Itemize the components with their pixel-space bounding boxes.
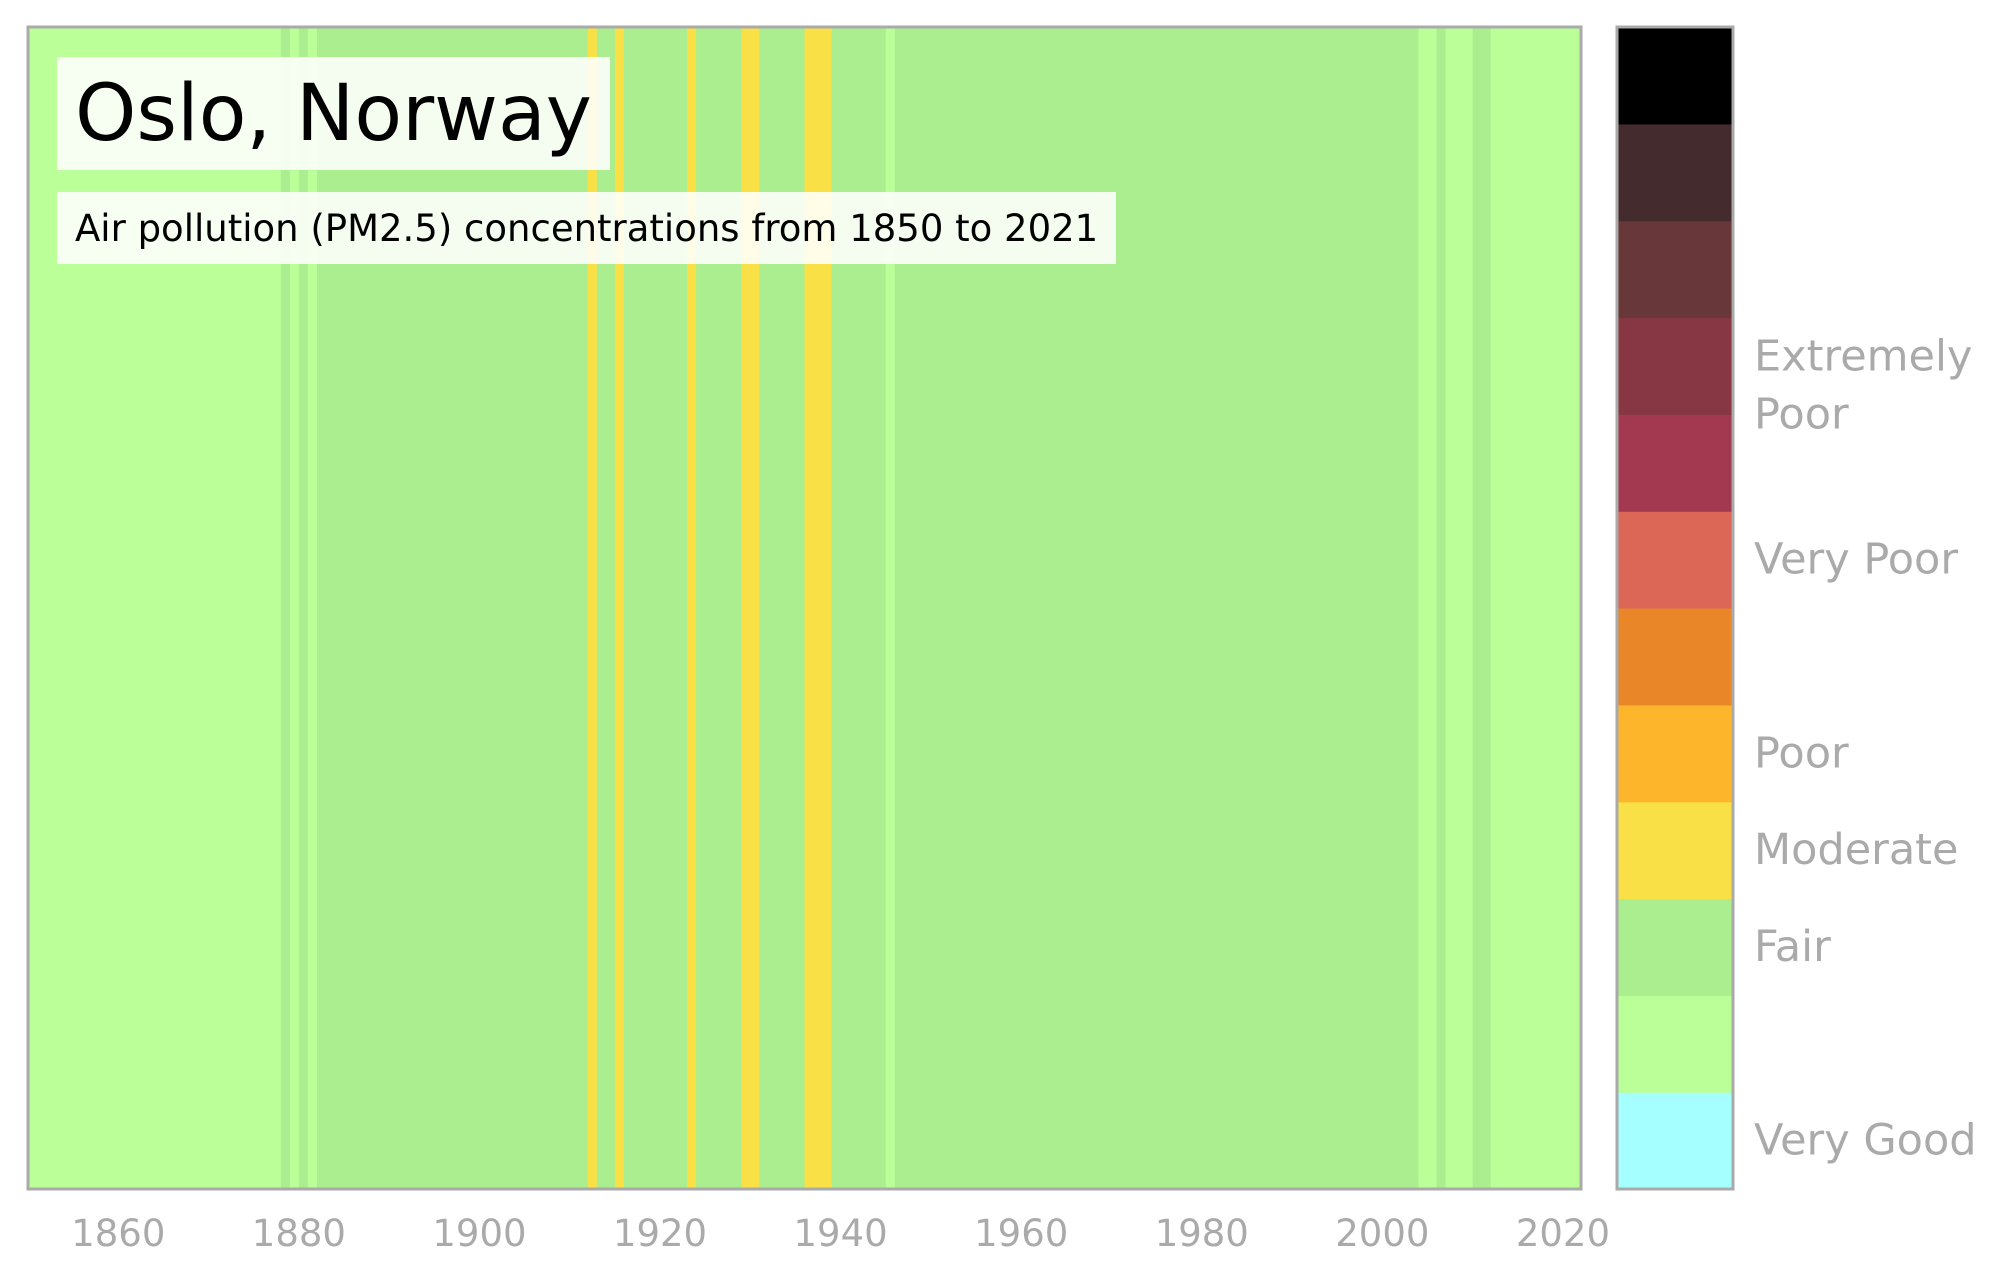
x-tick-label-1980: 1980 xyxy=(1155,1212,1249,1255)
colorbar-swatch-10 xyxy=(1617,123,1733,222)
stripe-1880-1881 xyxy=(298,27,309,1189)
category-label-fair: Fair xyxy=(1754,922,1831,972)
stripe-1878-1879 xyxy=(280,27,291,1189)
stripe-2012-2022 xyxy=(1490,27,1582,1189)
x-tick-label-2000: 2000 xyxy=(1335,1212,1429,1255)
stripe-2006-2007 xyxy=(1436,27,1447,1189)
stripe-1912-1913 xyxy=(587,27,598,1189)
category-label-line: Moderate xyxy=(1754,825,1959,875)
colorbar-swatch-6 xyxy=(1617,511,1733,609)
x-tick-label-1920: 1920 xyxy=(613,1212,707,1255)
category-label-line: Fair xyxy=(1754,922,1831,972)
x-tick-label-2020: 2020 xyxy=(1516,1212,1610,1255)
x-tick-label-1900: 1900 xyxy=(432,1212,526,1255)
chart-subtitle: Air pollution (PM2.5) concentrations fro… xyxy=(75,206,1099,250)
colorbar-swatch-5 xyxy=(1617,608,1733,706)
stripe-1929-1931 xyxy=(741,27,760,1189)
category-label-poor: Poor xyxy=(1754,728,1849,778)
stripe-1913-1915 xyxy=(596,27,616,1189)
colorbar-swatch-3 xyxy=(1617,801,1733,900)
colorbar-swatch-2 xyxy=(1617,898,1733,996)
stripe-1915-1916 xyxy=(614,27,625,1189)
colorbar-swatch-4 xyxy=(1617,704,1733,803)
category-label-line: Poor xyxy=(1754,728,1849,778)
stripe-1923-1924 xyxy=(687,27,697,1189)
category-label-very-poor: Very Poor xyxy=(1754,535,1958,585)
category-label-line: Very Good xyxy=(1754,1116,1977,1166)
category-label-very-good: Very Good xyxy=(1754,1116,1977,1166)
colorbar-swatch-11 xyxy=(1617,27,1733,125)
x-axis: 1860 1880 1900 1920 1940 1960 1980 2000 2020 xyxy=(71,1212,1610,1255)
title-box: Oslo, Norway xyxy=(57,57,610,170)
stripe-1881-1882 xyxy=(307,27,318,1189)
chart-title: Oslo, Norway xyxy=(75,68,592,159)
colorbar-labels: Very Good Fair Moderate Poor Very Poor Extrem… xyxy=(1754,331,1977,1165)
colorbar xyxy=(1617,27,1733,1190)
colorbar-swatch-0 xyxy=(1617,1092,1733,1190)
category-label-moderate: Moderate xyxy=(1754,825,1959,875)
stripe-1945-1946 xyxy=(885,27,896,1189)
colorbar-swatch-1 xyxy=(1617,995,1733,1093)
category-label-line: Extremely xyxy=(1754,331,1972,381)
x-tick-label-1960: 1960 xyxy=(974,1212,1068,1255)
x-tick-label-1880: 1880 xyxy=(252,1212,346,1255)
stripe-2007-2010 xyxy=(1445,27,1474,1189)
colorbar-swatch-8 xyxy=(1617,317,1733,415)
stripe-1879-1880 xyxy=(289,27,300,1189)
colorbar-frame xyxy=(1615,25,1735,1191)
subtitle-box: Air pollution (PM2.5) concentrations fro… xyxy=(57,192,1117,264)
category-label-extremely-poor: Extremely Poor xyxy=(1754,331,1972,439)
x-tick-label-1940: 1940 xyxy=(794,1212,888,1255)
x-tick-label-1860: 1860 xyxy=(71,1212,165,1255)
category-label-line: Poor xyxy=(1754,389,1849,439)
stripe-2004-2006 xyxy=(1418,27,1438,1189)
colorbar-swatch-9 xyxy=(1617,220,1733,319)
colorbar-swatch-7 xyxy=(1617,414,1733,512)
plot-frame xyxy=(26,25,1583,1191)
stripe-2010-2012 xyxy=(1472,27,1492,1189)
category-label-line: Very Poor xyxy=(1754,535,1958,585)
